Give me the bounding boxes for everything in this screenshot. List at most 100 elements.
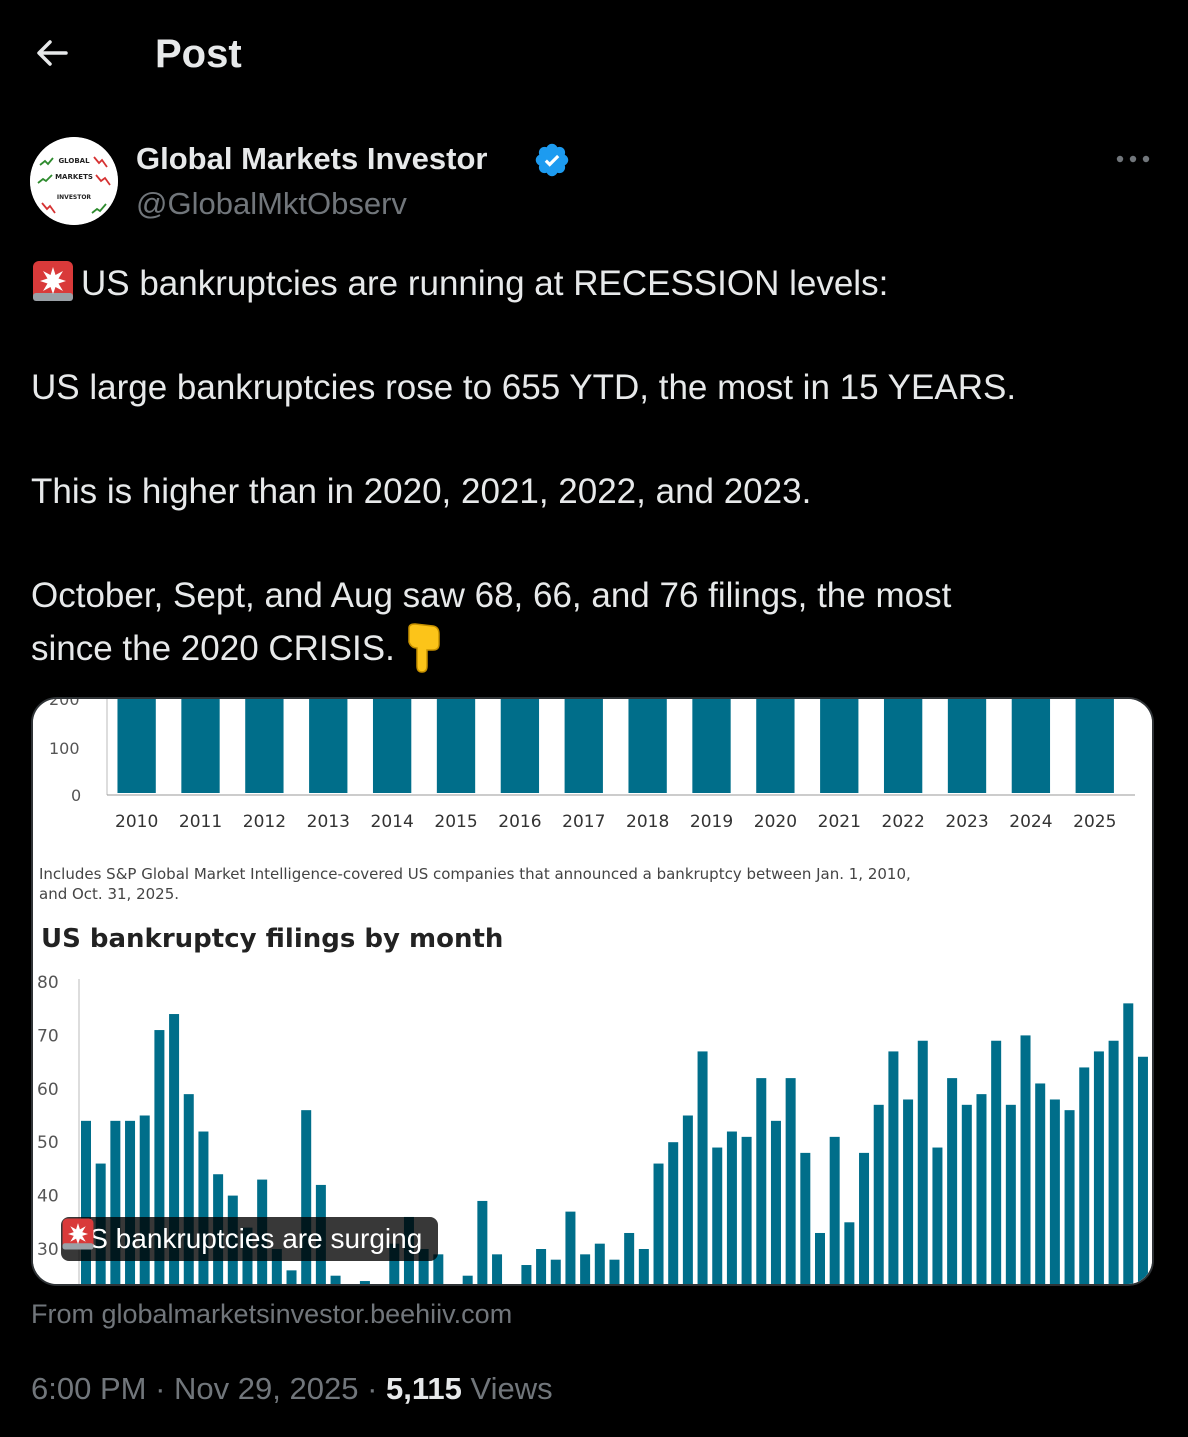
year-bar xyxy=(564,699,603,793)
year-bar xyxy=(500,699,540,793)
month-bar xyxy=(169,1014,180,1284)
month-bar xyxy=(1035,1083,1046,1284)
x-tick-label: 2023 xyxy=(945,812,988,832)
siren-icon xyxy=(62,1218,94,1250)
year-bar xyxy=(117,699,156,793)
chart-footnote-2: and Oct. 31, 2025. xyxy=(39,885,179,903)
x-tick-label: 2012 xyxy=(243,812,286,832)
x-tick-label: 2011 xyxy=(179,812,222,832)
month-bar xyxy=(198,1131,209,1284)
author-name[interactable]: Global Markets Investor xyxy=(136,141,488,176)
month-bar xyxy=(653,1163,664,1284)
y-tick-label: 50 xyxy=(37,1133,59,1153)
siren-icon xyxy=(33,261,73,301)
month-bar xyxy=(785,1078,796,1284)
month-bar xyxy=(726,1131,737,1284)
year-bar xyxy=(372,699,412,793)
month-bar xyxy=(550,1259,561,1284)
source-link[interactable]: From globalmarketsinvestor.beehiiv.com xyxy=(31,1299,513,1329)
month-bar xyxy=(418,1249,429,1284)
month-bar xyxy=(286,1270,297,1284)
arrow-left-icon xyxy=(37,40,68,66)
x-tick-label: 2024 xyxy=(1009,812,1052,832)
month-bar xyxy=(800,1152,811,1284)
month-bar xyxy=(81,1120,91,1284)
month-bar xyxy=(844,1222,855,1284)
month-bar xyxy=(389,1243,400,1284)
tweet-line-1: US bankruptcies are running at RECESSION… xyxy=(81,264,889,303)
month-bar xyxy=(183,1094,194,1284)
month-bar xyxy=(330,1275,341,1284)
month-bar xyxy=(521,1265,532,1284)
y-tick-label: 60 xyxy=(37,1080,59,1100)
avatar-logo: GLOBAL MARKETS INVESTOR xyxy=(30,137,118,225)
media-caption-text: US bankruptcies are surging xyxy=(69,1223,423,1254)
year-bar xyxy=(883,699,923,793)
month-bar xyxy=(580,1254,591,1284)
tweet-text: US bankruptcies are running at RECESSION… xyxy=(31,258,1151,675)
back-button[interactable] xyxy=(28,30,76,78)
post-time[interactable]: 6:00 PM xyxy=(31,1371,147,1406)
month-bar xyxy=(829,1136,840,1284)
x-tick-label: 2010 xyxy=(115,812,158,832)
meta-separator-1: · xyxy=(155,1371,166,1406)
y-tick-label: 70 xyxy=(37,1026,59,1046)
month-bar xyxy=(961,1104,972,1284)
month-bar xyxy=(770,1120,781,1284)
month-bar xyxy=(756,1078,767,1284)
year-bar xyxy=(628,699,667,793)
y-tick-label: 30 xyxy=(37,1240,59,1260)
views-count: 5,115 xyxy=(386,1371,462,1406)
avatar-line-3: INVESTOR xyxy=(57,194,92,201)
year-bar xyxy=(181,699,220,793)
x-tick-label: 2014 xyxy=(371,812,414,832)
page-title: Post xyxy=(155,32,242,76)
month-bar xyxy=(433,1254,444,1284)
month-bar xyxy=(492,1254,503,1284)
month-bar xyxy=(1049,1099,1060,1284)
year-bar xyxy=(756,699,795,793)
meta-separator-2: · xyxy=(367,1371,378,1406)
month-bar xyxy=(359,1281,370,1284)
tweet-line-4a: October, Sept, and Aug saw 68, 66, and 7… xyxy=(31,576,952,615)
x-tick-label: 2017 xyxy=(562,812,605,832)
month-bar xyxy=(1005,1104,1016,1284)
month-bar xyxy=(1108,1040,1119,1284)
pointing-down-icon xyxy=(408,623,440,673)
month-bar xyxy=(668,1142,679,1284)
x-tick-label: 2018 xyxy=(626,812,669,832)
tweet-meta: 6:00 PM · Nov 29, 2025 · 5,115 Views xyxy=(31,1368,553,1410)
x-tick-label: 2022 xyxy=(882,812,925,832)
year-bar xyxy=(820,699,859,793)
year-bar xyxy=(1075,699,1114,793)
month-bar xyxy=(565,1211,576,1284)
top-bar: Post xyxy=(0,0,1188,108)
y-tick-label: 80 xyxy=(37,973,59,993)
month-bar xyxy=(536,1249,547,1284)
verified-badge-icon xyxy=(535,143,569,177)
month-bar xyxy=(976,1094,987,1284)
month-bar xyxy=(462,1275,473,1284)
yearly-chart: 200 100 0 2010 2011 2012 2013 2014 2015 2016 20… xyxy=(49,699,1135,832)
month-bar xyxy=(917,1040,928,1284)
more-options-button[interactable] xyxy=(1108,140,1158,178)
post-date[interactable]: Nov 29, 2025 xyxy=(174,1371,359,1406)
month-bar xyxy=(1137,1056,1148,1284)
author-handle[interactable]: @GlobalMktObserv xyxy=(136,186,407,221)
x-tick-label: 2019 xyxy=(690,812,733,832)
month-bar xyxy=(1079,1067,1090,1284)
month-bar xyxy=(301,1110,312,1284)
month-bar xyxy=(873,1104,884,1284)
month-bar xyxy=(609,1259,620,1284)
month-bar xyxy=(741,1136,752,1284)
x-tick-label: 2013 xyxy=(307,812,350,832)
media-card[interactable]: 200 100 0 2010 2011 2012 2013 2014 2015 2016 20… xyxy=(31,697,1154,1286)
month-bar xyxy=(947,1078,958,1284)
chart-footnote-1: Includes S&P Global Market Intelligence-… xyxy=(39,865,911,883)
avatar-line-1: GLOBAL xyxy=(58,157,90,165)
month-bar xyxy=(594,1243,605,1284)
avatar[interactable]: GLOBAL MARKETS INVESTOR xyxy=(30,137,118,225)
chart-image: 200 100 0 2010 2011 2012 2013 2014 2015 2016 20… xyxy=(33,699,1152,1284)
month-bar xyxy=(638,1249,649,1284)
month-bar xyxy=(1093,1051,1104,1284)
